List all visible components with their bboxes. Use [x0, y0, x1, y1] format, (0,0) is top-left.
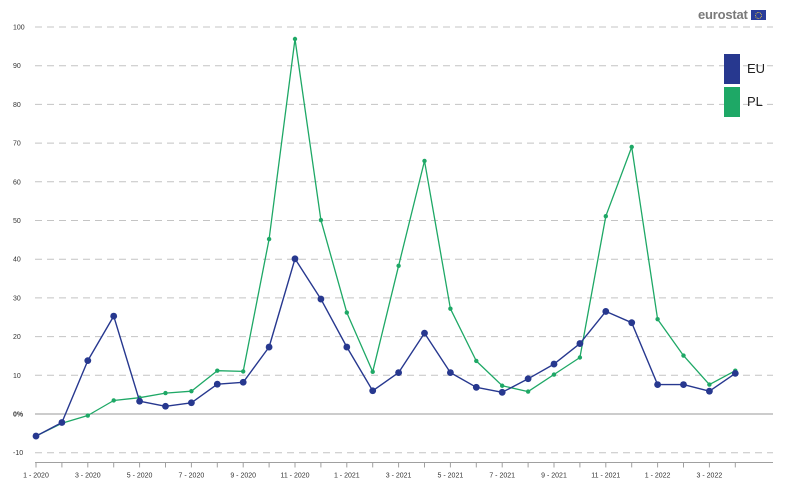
series-lines: [32, 36, 739, 440]
data-point-pl: [241, 369, 246, 374]
y-tick-label: 60: [13, 179, 21, 186]
data-point-eu: [213, 380, 221, 388]
data-point-pl: [525, 389, 531, 394]
eurostat-logo: eurostat: [698, 7, 766, 22]
data-point-pl: [189, 388, 194, 394]
y-tick-label: 10: [13, 373, 21, 380]
data-point-eu: [239, 378, 247, 386]
data-point-eu: [162, 402, 169, 410]
y-tick-label: 20: [13, 334, 21, 341]
data-point-eu: [136, 397, 144, 405]
data-point-pl: [500, 383, 505, 388]
data-point-pl: [707, 382, 712, 387]
data-point-eu: [731, 369, 739, 377]
data-point-eu: [524, 375, 532, 383]
data-point-pl: [85, 413, 91, 418]
data-point-pl: [370, 369, 375, 375]
data-point-pl: [603, 214, 608, 219]
data-point-pl: [318, 217, 324, 223]
data-point-pl: [292, 36, 298, 42]
data-point-eu: [188, 399, 195, 407]
x-tick-label: 9 - 2020: [230, 472, 256, 479]
x-tick-label: 5 - 2021: [438, 472, 464, 479]
data-point-pl: [577, 355, 583, 360]
data-point-eu: [550, 360, 558, 368]
data-point-eu: [317, 295, 325, 303]
data-point-pl: [448, 306, 453, 311]
x-tick-label: 9 - 2021: [541, 472, 567, 479]
data-point-pl: [629, 144, 634, 150]
data-point-pl: [681, 353, 686, 358]
data-point-eu: [58, 419, 66, 426]
data-point-eu: [395, 369, 402, 376]
data-point-pl: [163, 390, 168, 396]
y-tick-label: 70: [13, 141, 21, 148]
data-point-pl: [396, 263, 401, 268]
data-point-eu: [421, 329, 428, 337]
legend-label-pl: PL: [747, 94, 763, 109]
data-point-pl: [655, 316, 660, 322]
data-point-eu: [654, 381, 661, 388]
data-point-eu: [265, 343, 273, 351]
x-tick-label: 11 - 2020: [280, 472, 309, 479]
legend-label-eu: EU: [747, 61, 766, 76]
data-point-eu: [369, 387, 377, 395]
x-tick-label: 3 - 2021: [386, 472, 412, 479]
data-point-eu: [576, 340, 584, 347]
data-point-pl: [266, 236, 272, 242]
data-point-eu: [343, 343, 351, 351]
data-point-eu: [628, 319, 636, 327]
axes: [35, 461, 773, 468]
data-point-eu: [706, 387, 713, 395]
gridlines: [35, 26, 773, 454]
data-point-pl: [422, 158, 427, 164]
legend-item-pl: PL: [724, 86, 765, 117]
y-tick-label: 30: [13, 295, 21, 302]
data-point-pl: [111, 398, 116, 403]
logo-text: eurostat: [698, 7, 748, 22]
series-line-pl: [35, 38, 736, 437]
data-point-pl: [551, 372, 557, 377]
x-tick-label: 1 - 2021: [334, 472, 360, 479]
y-tick-label: 100: [13, 25, 25, 32]
y-tick-label: 50: [13, 218, 21, 225]
data-point-eu: [498, 388, 506, 396]
y-tick-label: 80: [13, 102, 21, 109]
x-tick-labels: 1 - 2020 3 - 2020 5 - 2020 7 - 2020 9 - 2020…: [23, 472, 722, 479]
x-tick-label: 3 - 2022: [697, 472, 723, 479]
data-point-eu: [32, 432, 40, 440]
legend-swatch-eu: [724, 53, 740, 84]
x-tick-label: 1 - 2020: [23, 472, 49, 479]
x-tick-label: 1 - 2022: [645, 472, 671, 479]
x-tick-label: 7 - 2020: [179, 472, 205, 479]
legend-swatch-pl: [724, 86, 740, 117]
y-tick-label: 0%: [13, 412, 24, 419]
y-tick-label: -10: [13, 450, 23, 457]
data-point-eu: [110, 312, 118, 320]
x-tick-label: 11 - 2021: [591, 472, 620, 479]
legend: EU PL: [724, 53, 765, 119]
data-point-eu: [291, 255, 299, 263]
data-point-eu: [680, 381, 687, 388]
y-tick-label: 90: [13, 63, 21, 70]
series-line-eu: [35, 258, 736, 437]
x-tick-label: 7 - 2021: [489, 472, 515, 479]
y-tick-labels: -10 0% 10 20 30 40 50 60 70 80 90 100: [13, 25, 25, 458]
data-point-eu: [472, 383, 480, 391]
data-point-pl: [344, 310, 349, 315]
data-point-eu: [84, 357, 92, 364]
data-point-eu: [602, 308, 610, 315]
eu-flag-icon: [750, 9, 766, 20]
data-point-pl: [215, 368, 220, 373]
data-point-pl: [474, 358, 479, 364]
x-tick-label: 5 - 2020: [127, 472, 153, 479]
x-tick-label: 3 - 2020: [75, 472, 101, 479]
data-point-eu: [447, 369, 454, 376]
legend-item-eu: EU: [724, 53, 765, 84]
y-tick-label: 40: [13, 257, 21, 264]
